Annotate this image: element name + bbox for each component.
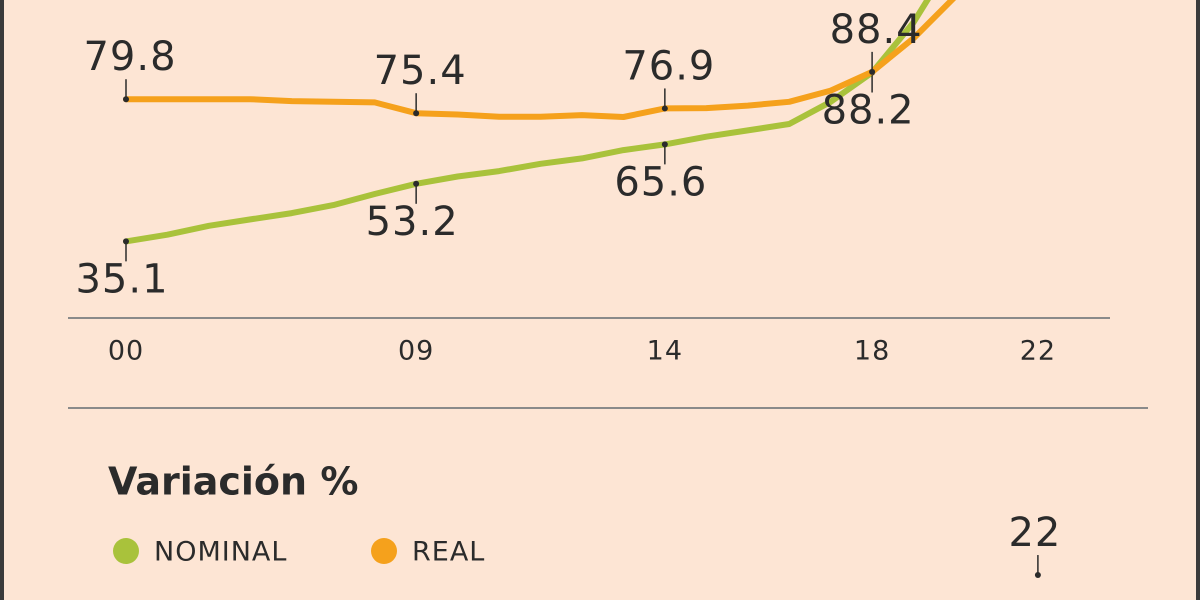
section-title: Variación % [108,460,358,504]
value-label: 65.6 [614,159,707,205]
x-tick-label: 14 [647,336,683,367]
point-marker [123,96,129,103]
series-line [123,0,957,120]
x-tick-label: 09 [398,336,434,367]
legend-label: NOMINAL [154,537,287,568]
point-marker [413,110,420,117]
value-label: 53.2 [366,199,459,245]
value-label: 75.4 [374,48,467,94]
point-marker [413,180,420,187]
point-marker [661,105,668,112]
point-marker [869,68,876,75]
left-border [0,0,4,600]
legend-label: REAL [412,537,485,568]
value-label: 22 [1008,510,1061,556]
value-label: 35.1 [75,256,168,302]
point-marker [123,238,129,245]
value-label: 88.4 [830,7,923,53]
value-label: 76.9 [622,43,715,89]
legend-swatch [113,538,139,564]
series-line [123,0,931,245]
x-tick-label: 22 [1020,336,1056,367]
x-tick-label: 18 [854,336,890,367]
right-border [1196,0,1200,600]
point-marker [1034,572,1041,579]
value-label: 79.8 [83,34,176,80]
point-marker [661,141,668,148]
x-tick-label: 00 [108,336,144,367]
legend-swatch [371,538,397,564]
value-label: 88.2 [822,88,915,134]
